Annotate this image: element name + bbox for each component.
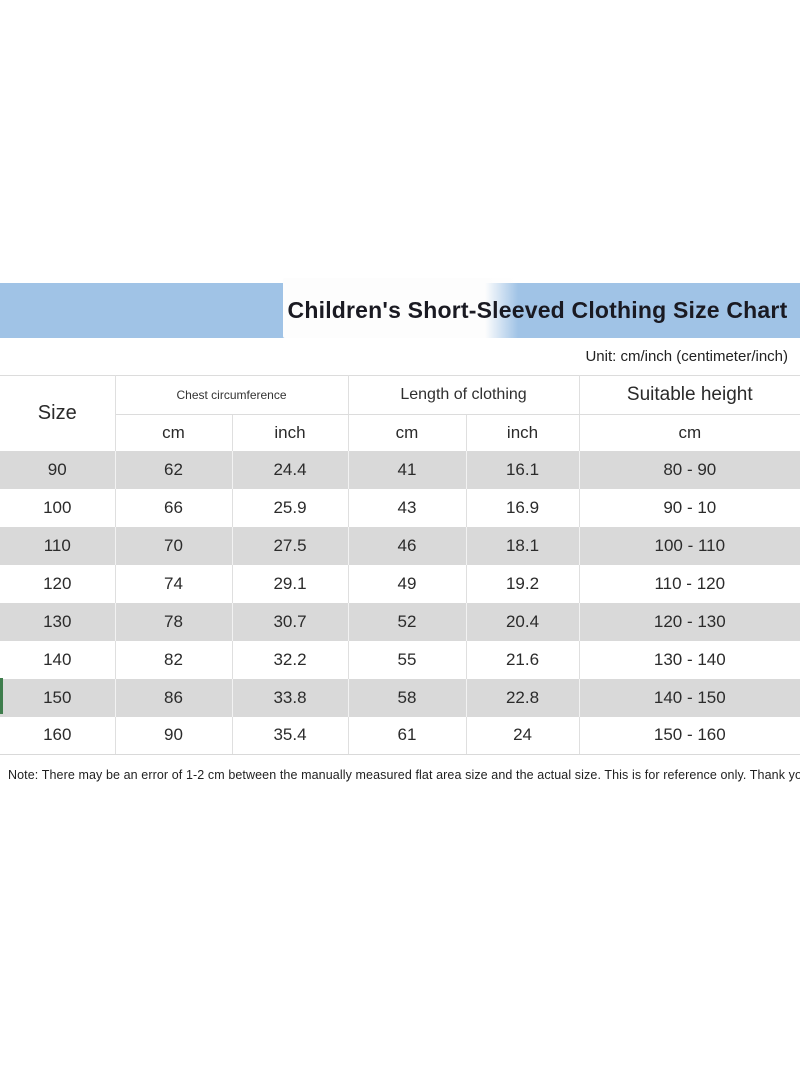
table-cell: 61 — [348, 716, 467, 755]
table-cell: 29.1 — [232, 564, 349, 603]
table-cell: 49 — [348, 564, 467, 603]
table-cell: 120 - 130 — [579, 602, 800, 641]
table-cell: 58 — [348, 678, 467, 717]
table-cell: 78 — [115, 602, 233, 641]
subheader-chest-cm: cm — [115, 414, 233, 451]
table-cell: 25.9 — [232, 488, 349, 527]
column-header-size: Size — [0, 375, 116, 451]
table-cell: 80 - 90 — [579, 450, 800, 489]
size-table: Size Chest circumference Length of cloth… — [0, 375, 800, 755]
table-cell: 150 — [0, 678, 116, 717]
table-cell: 66 — [115, 488, 233, 527]
table-cell: 100 — [0, 488, 116, 527]
table-row: 100 66 25.9 43 16.9 90 - 10 — [0, 488, 800, 527]
subheader-height-cm: cm — [678, 422, 702, 442]
subheader-length-inch: inch — [466, 414, 580, 451]
table-cell: 86 — [115, 678, 233, 717]
table-subheader-row: cm inch cm inch cm — [0, 414, 800, 451]
table-cell: 62 — [115, 450, 233, 489]
table-cell: 70 — [115, 526, 233, 565]
footnote: Note: There may be an error of 1-2 cm be… — [8, 768, 800, 782]
table-cell: 74 — [115, 564, 233, 603]
table-cell: 21.6 — [466, 640, 580, 679]
table-cell: 160 — [0, 716, 116, 755]
table-cell: 90 — [0, 450, 116, 489]
table-row: 90 62 24.4 41 16.1 80 - 90 — [0, 450, 800, 489]
table-cell: 130 - 140 — [653, 649, 726, 669]
subheader-chest-inch: inch — [232, 414, 349, 451]
table-row: 160 90 35.4 61 24 150 - 160 — [0, 716, 800, 755]
table-row: 140 82 32.2 55 21.6 130 - 140 — [0, 640, 800, 679]
green-edge-marker — [0, 678, 3, 714]
table-cell: 150 - 160 — [579, 716, 800, 755]
table-cell: 90 - 10 — [663, 497, 717, 517]
column-header-length-of-clothing: Length of clothing — [348, 375, 580, 415]
table-cell: 90 — [115, 716, 233, 755]
table-cell: 130 — [0, 602, 116, 641]
table-cell: 16.1 — [466, 450, 580, 489]
subheader-length-cm: cm — [348, 414, 467, 451]
table-cell: 16.9 — [466, 488, 580, 527]
table-cell: 120 — [0, 564, 116, 603]
table-cell: 24.4 — [232, 450, 349, 489]
table-cell: 140 - 150 — [579, 678, 800, 717]
table-cell: 19.2 — [466, 564, 580, 603]
table-cell: 35.4 — [232, 716, 349, 755]
table-cell: 20.4 — [466, 602, 580, 641]
table-cell: 30.7 — [232, 602, 349, 641]
table-cell: 140 — [0, 640, 116, 679]
table-cell: 100 - 110 — [579, 526, 800, 565]
table-cell: 22.8 — [466, 678, 580, 717]
table-cell: 82 — [115, 640, 233, 679]
table-cell: 24 — [466, 716, 580, 755]
table-cell: 18.1 — [466, 526, 580, 565]
table-cell: 27.5 — [232, 526, 349, 565]
table-cell: 52 — [348, 602, 467, 641]
title-highlight-box — [283, 278, 518, 338]
table-cell: 110 - 120 — [654, 573, 726, 593]
table-cell: 41 — [348, 450, 467, 489]
page-title: Children's Short-Sleeved Clothing Size C… — [287, 297, 788, 323]
table-cell: 43 — [348, 488, 467, 527]
table-cell: 33.8 — [232, 678, 349, 717]
table-header-row: Size Chest circumference Length of cloth… — [0, 375, 800, 451]
table-row: 150 86 33.8 58 22.8 140 - 150 — [0, 678, 800, 717]
table-cell: 55 — [348, 640, 467, 679]
table-cell: 110 — [0, 526, 116, 565]
column-header-chest-circumference: Chest circumference — [115, 375, 349, 415]
table-row: 130 78 30.7 52 20.4 120 - 130 — [0, 602, 800, 641]
table-cell: 32.2 — [232, 640, 349, 679]
unit-label: Unit: cm/inch (centimeter/inch) — [0, 338, 800, 375]
column-header-suitable-height: Suitable height — [579, 375, 800, 415]
table-row: 120 74 29.1 49 19.2 110 - 120 — [0, 564, 800, 603]
table-row: 110 70 27.5 46 18.1 100 - 110 — [0, 526, 800, 565]
table-cell: 46 — [348, 526, 467, 565]
title-band: Children's Short-Sleeved Clothing Size C… — [0, 278, 800, 338]
